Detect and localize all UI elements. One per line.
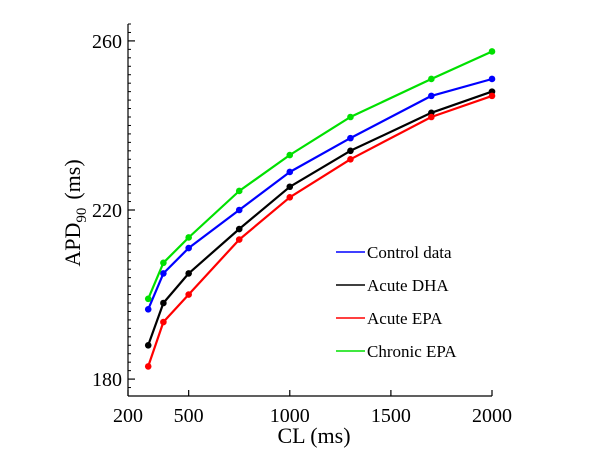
series-line — [147, 50, 493, 300]
data-point — [185, 270, 192, 277]
y-axis-title-unit: (ms) — [60, 159, 85, 199]
y-axis-title: APD90 (ms) — [60, 159, 90, 266]
x-tick-label: 1000 — [270, 405, 310, 427]
series-line — [147, 94, 493, 367]
data-point — [347, 147, 354, 155]
data-point — [428, 113, 435, 121]
y-tick-label: 220 — [92, 200, 122, 222]
data-point — [185, 244, 192, 252]
data-point — [286, 194, 294, 201]
legend: Control data Acute DHA Acute EPA Chronic EP… — [336, 243, 457, 361]
y-axis-title-sub: 90 — [74, 208, 90, 223]
data-point — [144, 306, 152, 313]
legend-label: Chronic EPA — [367, 342, 457, 361]
legend-label: Acute DHA — [367, 276, 449, 295]
series-0 — [144, 75, 496, 313]
data-point — [286, 151, 294, 159]
data-point — [144, 295, 152, 303]
data-point — [160, 318, 167, 326]
data-point — [347, 155, 354, 163]
y-axis-title-main: APD — [60, 223, 85, 267]
data-point — [347, 113, 354, 121]
data-point — [160, 299, 167, 307]
data-point — [160, 259, 167, 267]
series-line — [147, 90, 493, 346]
legend-entry: Control data — [336, 243, 452, 262]
series-3 — [144, 48, 496, 303]
legend-label: Control data — [367, 243, 452, 262]
x-tick-label: 2000 — [472, 405, 512, 427]
axes: 180 220 260 200 500 1000 1500 2000 — [92, 23, 512, 427]
y-tick-label: 180 — [92, 369, 122, 391]
y-tick-label: 260 — [92, 31, 122, 53]
data-point — [235, 187, 243, 195]
legend-entry: Chronic EPA — [336, 342, 457, 361]
x-tick-label: 1500 — [371, 405, 411, 427]
x-tick-label: 500 — [174, 405, 204, 427]
x-tick-label: 200 — [113, 405, 143, 427]
data-point — [185, 234, 192, 241]
data-point — [235, 236, 243, 243]
data-point — [488, 75, 496, 83]
legend-label: Acute EPA — [367, 309, 443, 328]
data-point — [286, 168, 294, 176]
legend-entry: Acute DHA — [336, 276, 449, 295]
data-point — [428, 75, 435, 83]
data-point — [160, 270, 167, 277]
data-point — [185, 291, 192, 298]
series-2 — [144, 92, 496, 370]
series-layer — [144, 48, 496, 370]
series-1 — [144, 88, 496, 349]
x-axis-title: CL (ms) — [277, 423, 350, 448]
data-point — [347, 134, 354, 142]
data-point — [235, 206, 243, 214]
data-point — [488, 92, 496, 100]
data-point — [286, 183, 294, 191]
legend-entry: Acute EPA — [336, 309, 443, 328]
data-point — [235, 225, 243, 233]
data-point — [144, 363, 152, 370]
series-line — [147, 77, 493, 310]
data-point — [488, 48, 496, 55]
data-point — [428, 92, 435, 100]
data-point — [144, 341, 152, 349]
